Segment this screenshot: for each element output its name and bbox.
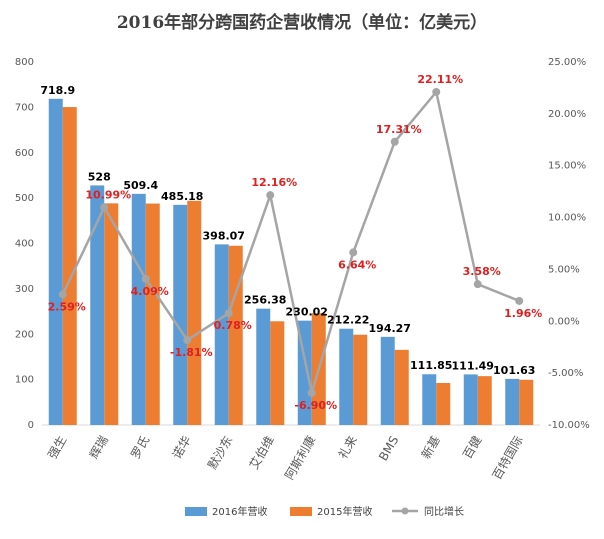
growth-value-label: 22.11%: [417, 73, 463, 86]
bar-2015: [104, 203, 119, 425]
bar-2015: [187, 200, 202, 425]
bar-2015: [394, 349, 409, 425]
bar-2016: [90, 185, 105, 425]
bar-value-label: 230.02: [286, 306, 328, 319]
right-tick-label: 10.00%: [548, 213, 586, 224]
category-label: 艾伯维: [246, 433, 277, 472]
growth-value-label: 6.64%: [338, 258, 376, 271]
bar-value-label: 212.22: [327, 314, 369, 327]
right-tick-label: -5.00%: [548, 368, 583, 379]
bar-2015: [62, 107, 77, 425]
growth-point: [515, 296, 524, 305]
right-tick-label: -10.00%: [548, 420, 590, 431]
bar-value-label: 256.38: [244, 294, 286, 307]
bar-value-label: 111.85: [410, 359, 452, 372]
bar-2015: [228, 245, 243, 425]
bar-2016: [256, 308, 271, 425]
bar-value-label: 194.27: [369, 322, 411, 335]
growth-point: [266, 191, 275, 200]
bar-2016: [339, 328, 354, 425]
bar-2015: [477, 376, 492, 425]
category-label: 辉瑞: [87, 434, 111, 462]
category-label: 礼来: [335, 433, 360, 461]
growth-line: [61, 89, 520, 394]
bar-2016: [422, 374, 437, 425]
bar-value-label: 111.49: [452, 359, 494, 372]
left-tick-label: 800: [15, 57, 34, 68]
left-tick-label: 200: [15, 329, 34, 340]
growth-value-label: -1.81%: [170, 346, 213, 359]
category-label: 诺华: [170, 434, 194, 462]
bar-value-label: 718.9: [40, 84, 75, 97]
category-label: 强生: [45, 434, 69, 462]
bar-2016: [214, 244, 229, 425]
legend-swatch-2015: [290, 507, 312, 516]
right-tick-label: 25.00%: [548, 57, 586, 68]
category-label: 阿斯利康: [281, 433, 318, 482]
bar-2015: [436, 383, 451, 425]
bar-value-label: 398.07: [203, 229, 245, 242]
right-tick-label: 5.00%: [548, 264, 580, 275]
growth-value-label: 4.09%: [131, 285, 169, 298]
growth-value-label: 1.96%: [504, 307, 542, 320]
category-label: BMS: [376, 434, 401, 464]
bar-value-label: 528: [88, 170, 111, 183]
growth-point: [307, 388, 316, 397]
growth-value-label: 17.31%: [376, 123, 422, 136]
bar-2015: [519, 379, 534, 425]
growth-value-label: 2.59%: [48, 300, 86, 313]
category-label: 默沙东: [204, 433, 235, 472]
growth-point: [58, 290, 67, 299]
bar-2016: [505, 378, 520, 425]
legend-swatch-2016: [185, 507, 207, 516]
bar-value-label: 101.63: [493, 364, 535, 377]
growth-value-label: 0.78%: [214, 319, 252, 332]
category-label: 罗氏: [128, 434, 152, 462]
left-tick-label: 600: [15, 148, 34, 159]
bar-2016: [48, 98, 63, 425]
bar-value-label: 509.4: [123, 179, 158, 192]
growth-point: [390, 137, 399, 146]
chart-title: 2016年部分跨国药企营收情况（单位：亿美元）: [116, 13, 488, 33]
growth-point: [432, 87, 441, 96]
left-tick-label: 500: [15, 193, 34, 204]
legend-label-2016: 2016年营收: [212, 505, 267, 518]
right-tick-label: 15.00%: [548, 161, 586, 172]
left-tick-label: 100: [15, 375, 34, 386]
left-tick-label: 700: [15, 102, 34, 113]
bar-2015: [145, 203, 160, 425]
growth-value-label: 3.58%: [463, 265, 501, 278]
growth-value-label: 12.16%: [251, 176, 297, 189]
growth-point: [183, 336, 192, 345]
bar-2016: [173, 204, 188, 425]
category-label: 新基: [418, 433, 443, 461]
right-tick-label: 20.00%: [548, 109, 586, 120]
growth-point: [349, 248, 358, 257]
left-tick-label: 300: [15, 284, 34, 295]
legend-label-growth: 同比增长: [424, 505, 464, 518]
bar-2016: [380, 336, 395, 425]
right-tick-label: 0.00%: [548, 316, 580, 327]
bar-2015: [270, 321, 285, 425]
growth-value-label: -6.90%: [294, 399, 337, 412]
category-label: 百特国际: [489, 433, 526, 482]
category-label: 百健: [460, 434, 484, 462]
left-tick-label: 400: [15, 239, 34, 250]
bar-2016: [131, 193, 146, 425]
bar-2016: [463, 374, 478, 425]
growth-point: [100, 203, 109, 212]
growth-point: [141, 274, 150, 283]
left-tick-label: 0: [28, 420, 34, 431]
legend-label-2015: 2015年营收: [317, 505, 372, 518]
growth-point: [473, 280, 482, 289]
growth-point: [224, 309, 233, 318]
legend-marker-growth: [401, 507, 409, 515]
growth-value-label: 10.99%: [85, 188, 131, 201]
bar-2015: [353, 334, 368, 425]
bar-value-label: 485.18: [161, 190, 203, 203]
